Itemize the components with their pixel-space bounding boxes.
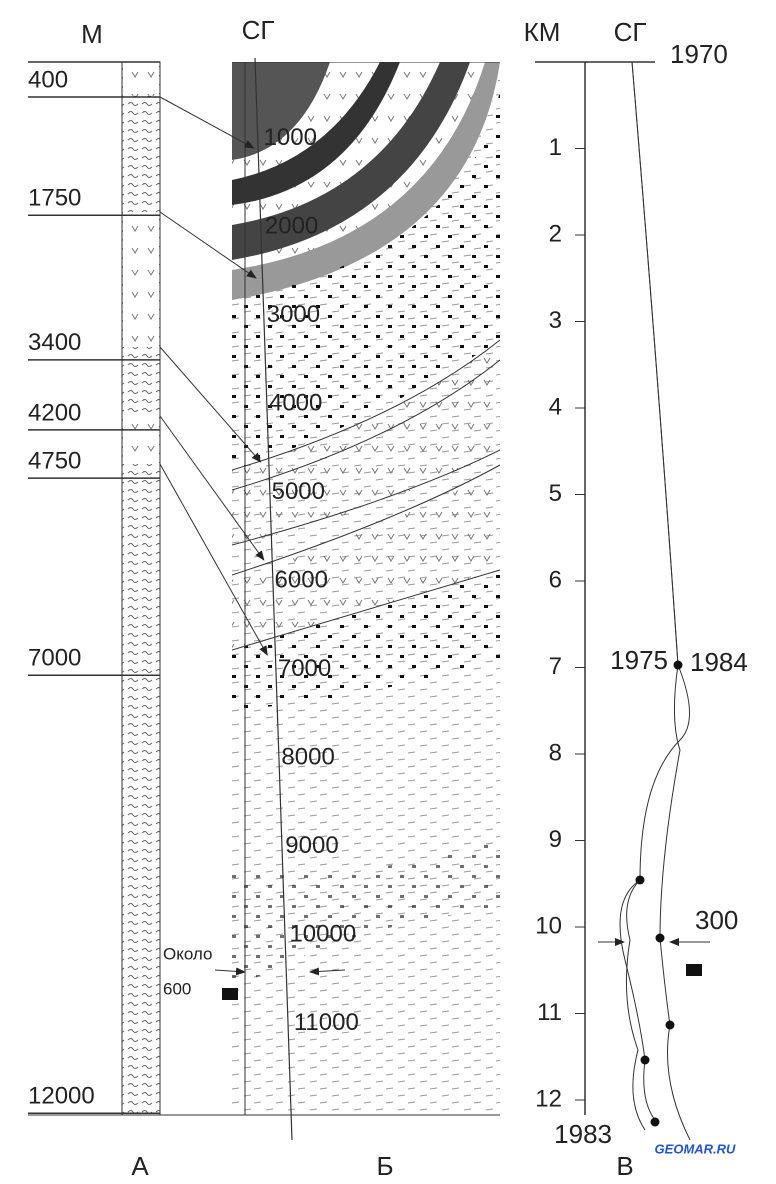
depth-label: 3400: [28, 329, 81, 356]
km-label: 1: [549, 134, 562, 161]
borehole-2: [632, 62, 690, 1140]
km-label: 10: [535, 912, 562, 939]
depth-label: 3000: [267, 301, 320, 328]
km-label: 3: [549, 307, 562, 334]
header: КМ: [524, 17, 561, 47]
depth-label: 2000: [265, 212, 318, 239]
layer: [123, 63, 159, 96]
km-label: 6: [549, 566, 562, 593]
layer: [123, 212, 159, 347]
km-label: 12: [535, 1085, 562, 1112]
depth-label: 9000: [285, 832, 338, 859]
km-label: 8: [549, 739, 562, 766]
year: 1983: [554, 1119, 612, 1149]
column-label: Б: [376, 1151, 393, 1181]
column-label: В: [616, 1151, 633, 1181]
depth-label: 7000: [278, 655, 331, 682]
marker: [222, 988, 238, 1000]
header: СГ: [614, 17, 647, 47]
km-label: 5: [549, 480, 562, 507]
layer: [123, 416, 159, 464]
depth-label: 11000: [294, 1009, 359, 1036]
km-label: 2: [549, 220, 562, 247]
header: М: [81, 19, 103, 49]
depth-label: 400: [28, 66, 68, 93]
km-label: 11: [537, 999, 562, 1026]
depth-label: 6000: [275, 566, 328, 593]
depth-label: 10000: [289, 920, 356, 947]
depth-label: 4000: [269, 389, 322, 416]
width-note: 300: [695, 905, 738, 935]
marker: [686, 964, 702, 976]
depth-label: 8000: [281, 743, 334, 770]
start-year: 1970: [670, 39, 728, 69]
diagram: М А СГ Около 600 Б КМ СГ 1970 1975 1984 …: [0, 0, 776, 1184]
km-label: 7: [549, 653, 562, 680]
note: 600: [163, 979, 191, 998]
depth-label: 4750: [28, 447, 81, 474]
watermark: GEOMAR.RU: [655, 1141, 737, 1156]
borehole-1: [620, 62, 690, 1120]
depth-label: 12000: [28, 1083, 95, 1110]
note: Около: [163, 944, 213, 963]
year: 1984: [690, 647, 748, 677]
year: 1975: [610, 645, 668, 675]
km-label: 4: [549, 393, 562, 420]
depth-label: 1750: [28, 185, 81, 212]
column-label: А: [131, 1151, 149, 1181]
depth-label: 7000: [28, 645, 81, 672]
depth-label: 1000: [264, 124, 317, 151]
header: СГ: [242, 15, 275, 45]
km-label: 9: [549, 826, 562, 853]
depth-label: 4200: [28, 399, 81, 426]
depth-label: 5000: [272, 478, 325, 505]
